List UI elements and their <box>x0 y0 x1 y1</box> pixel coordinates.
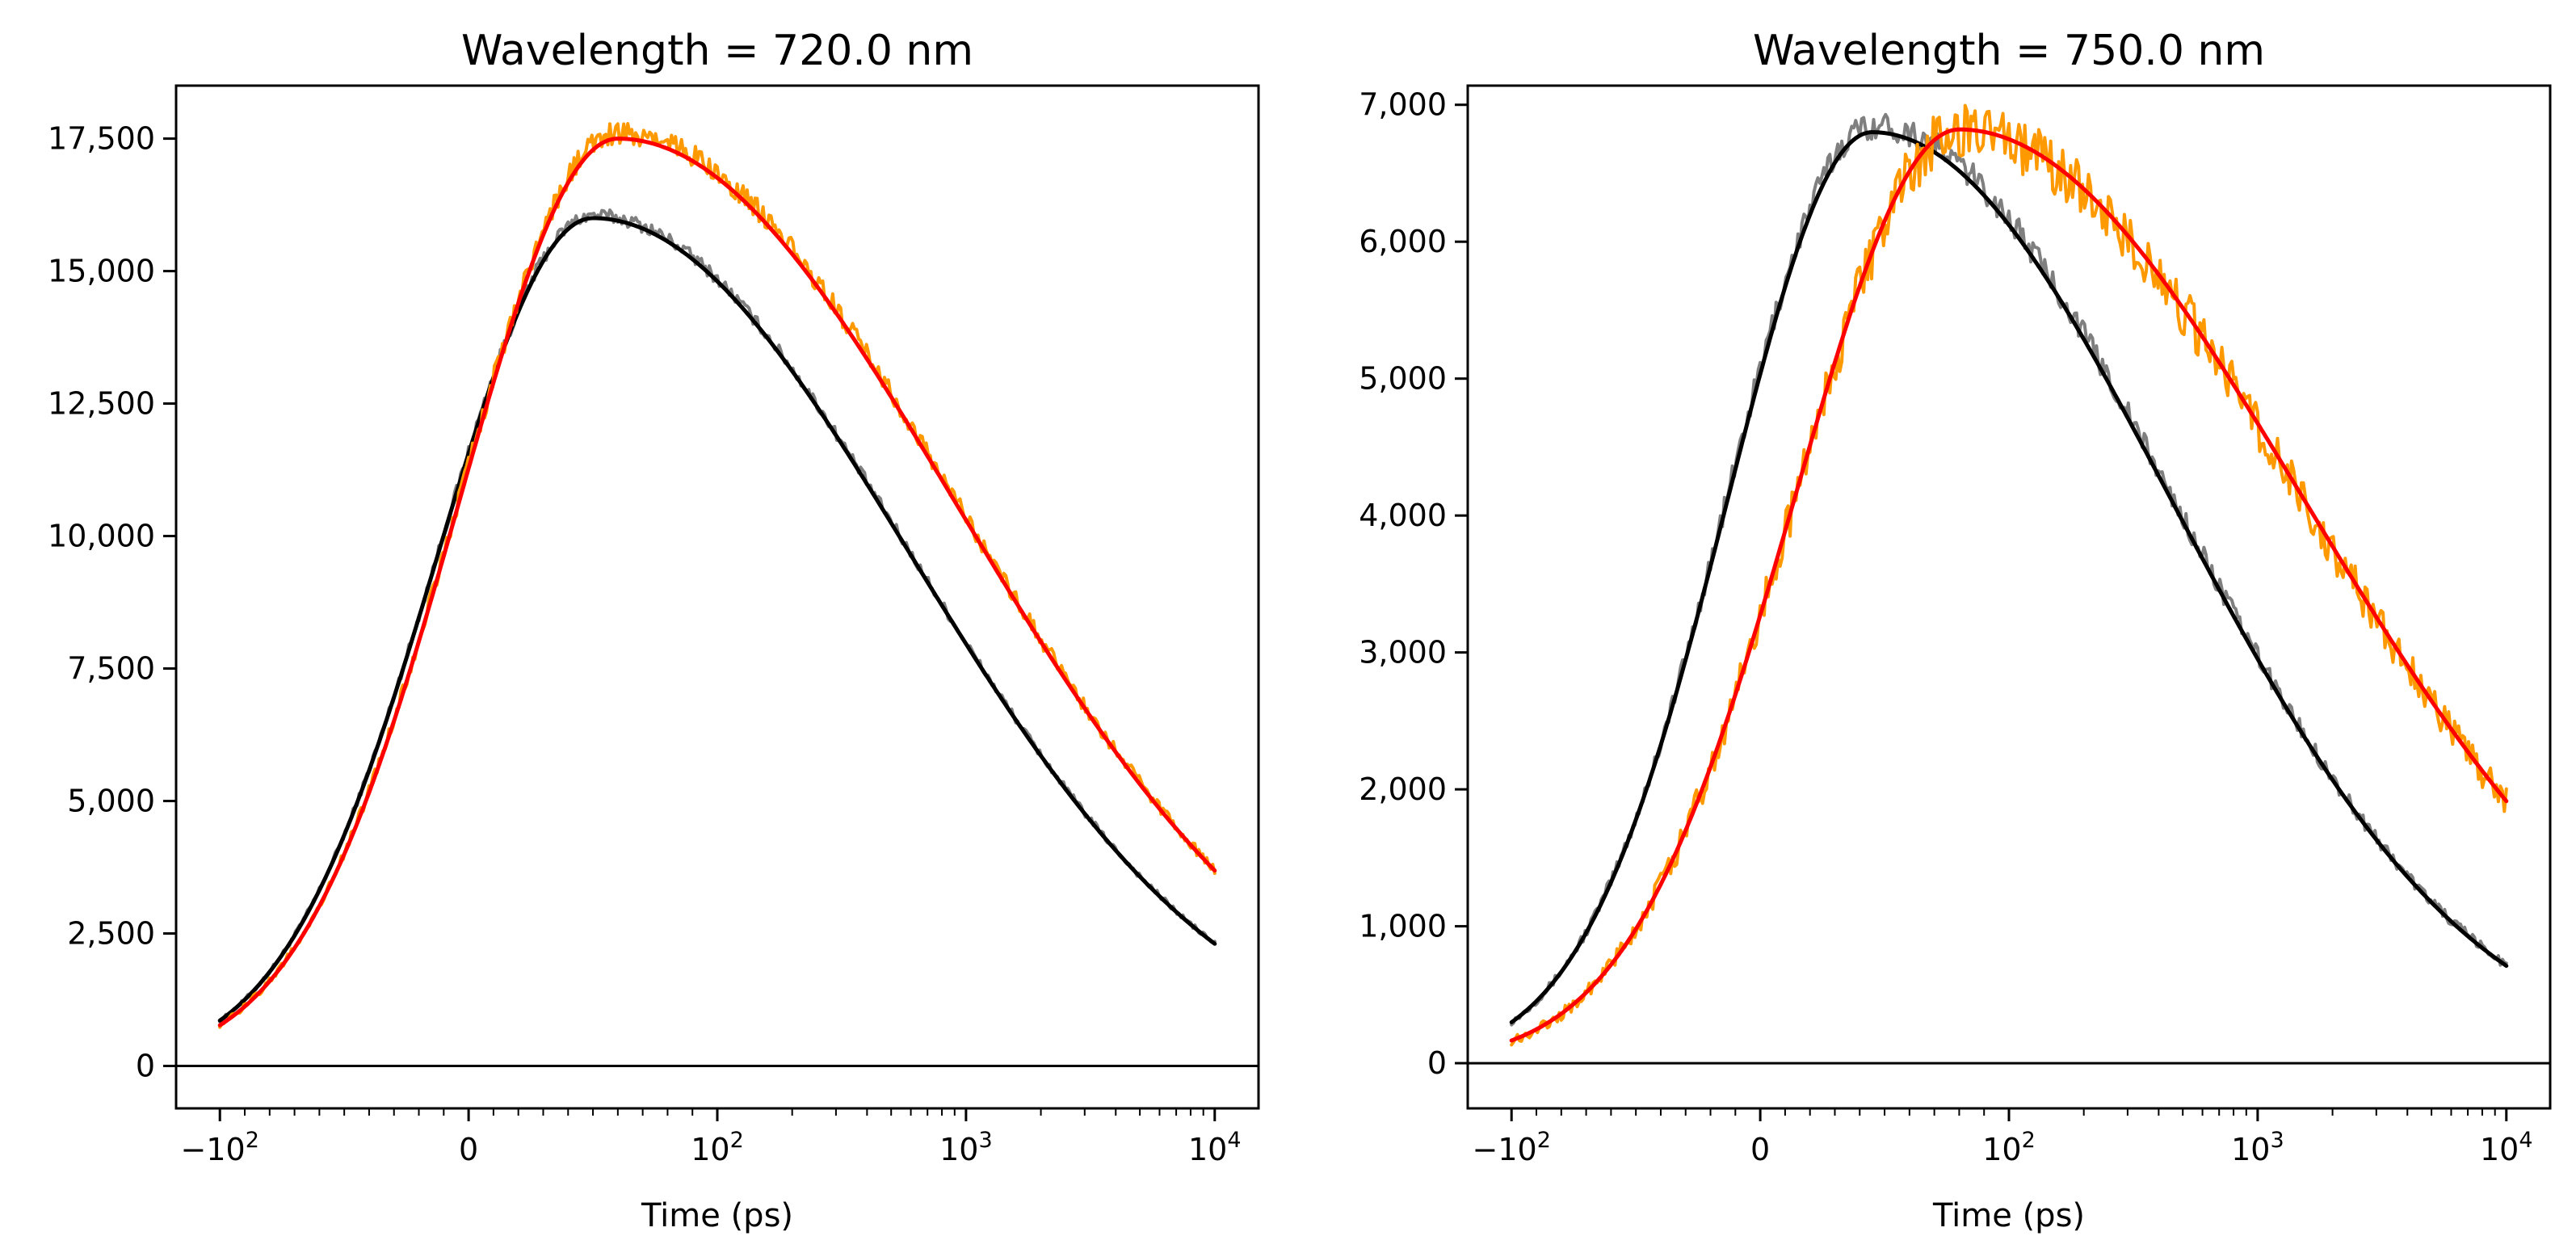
series-line-fit-2 <box>217 137 1217 1028</box>
chart-panel-720nm: Wavelength = 720.0 nm Time (ps) −102 0 102 10… <box>48 27 1260 1234</box>
x-tick-label: 102 <box>691 1128 744 1167</box>
series-line-data-1 <box>218 208 1217 1024</box>
x-axis-label: Time (ps) <box>1932 1197 2085 1234</box>
y-tick-label: 5,000 <box>67 784 155 819</box>
x-tick-label: 102 <box>1982 1128 2036 1167</box>
series-group <box>217 122 1217 1029</box>
plot-frame <box>1466 84 2552 1110</box>
x-tick-label: −102 <box>1473 1128 1551 1167</box>
y-tick-label: 17,500 <box>48 121 155 157</box>
series-line-fit-2 <box>1509 127 2509 1043</box>
x-tick-label: 104 <box>2480 1128 2533 1167</box>
y-tick-label: 4,000 <box>1359 498 1447 533</box>
x-tick-label: 104 <box>1188 1128 1242 1167</box>
x-tick-label: 0 <box>459 1132 478 1167</box>
y-tick-label: 1,000 <box>1359 909 1447 944</box>
chart-panel-750nm: Wavelength = 750.0 nm Time (ps) −102 0 102 10… <box>1359 27 2552 1234</box>
y-tick-label: 0 <box>1427 1045 1447 1081</box>
series-line-fit-1 <box>1509 130 2509 1024</box>
y-tick-label: 12,500 <box>48 386 155 422</box>
y-tick-label: 7,000 <box>1359 87 1447 123</box>
x-axis-label: Time (ps) <box>641 1197 793 1234</box>
y-tick-label: 2,500 <box>67 916 155 952</box>
series-line-fit-1 <box>217 216 1217 1023</box>
y-tick-label: 2,000 <box>1359 771 1447 807</box>
y-tick-label: 0 <box>136 1049 155 1084</box>
plot-frame <box>174 84 1260 1110</box>
x-tick-label: 103 <box>2231 1128 2284 1167</box>
series-group <box>1509 103 2509 1047</box>
y-tick-label: 5,000 <box>1359 361 1447 397</box>
y-tick-label: 10,000 <box>48 519 155 554</box>
chart-title: Wavelength = 750.0 nm <box>1753 27 2265 75</box>
series-line-data-2 <box>218 122 1217 1029</box>
y-tick-label: 15,000 <box>48 254 155 289</box>
y-tick-label: 3,000 <box>1359 635 1447 671</box>
chart-title: Wavelength = 720.0 nm <box>461 27 973 75</box>
x-tick-label: −102 <box>181 1128 259 1167</box>
y-tick-label: 7,500 <box>67 651 155 687</box>
x-tick-label: 0 <box>1750 1132 1770 1167</box>
series-line-data-2 <box>1510 103 2508 1047</box>
y-tick-label: 6,000 <box>1359 224 1447 259</box>
x-tick-label: 103 <box>939 1128 993 1167</box>
